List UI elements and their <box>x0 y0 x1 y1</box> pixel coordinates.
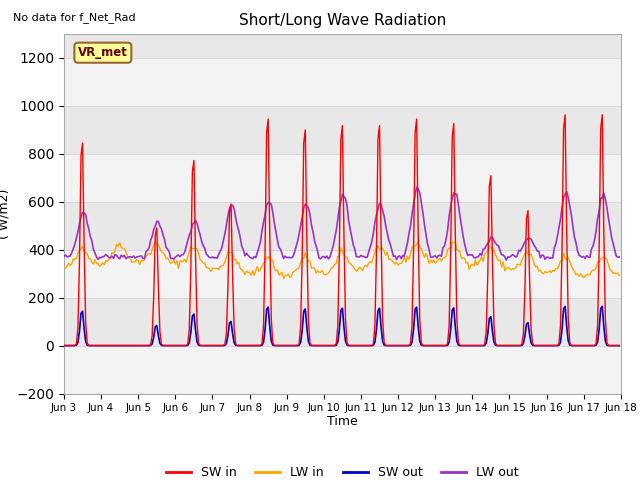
Legend: SW in, LW in, SW out, LW out: SW in, LW in, SW out, LW out <box>161 461 524 480</box>
Text: VR_met: VR_met <box>78 46 128 59</box>
Y-axis label: ( W/m2): ( W/m2) <box>0 189 11 239</box>
Bar <box>64 250 621 298</box>
Title: Short/Long Wave Radiation: Short/Long Wave Radiation <box>239 13 446 28</box>
Bar <box>64 58 621 106</box>
X-axis label: Time: Time <box>327 415 358 428</box>
Bar <box>64 154 621 202</box>
Bar <box>64 346 621 394</box>
Text: No data for f_Net_Rad: No data for f_Net_Rad <box>13 12 136 23</box>
